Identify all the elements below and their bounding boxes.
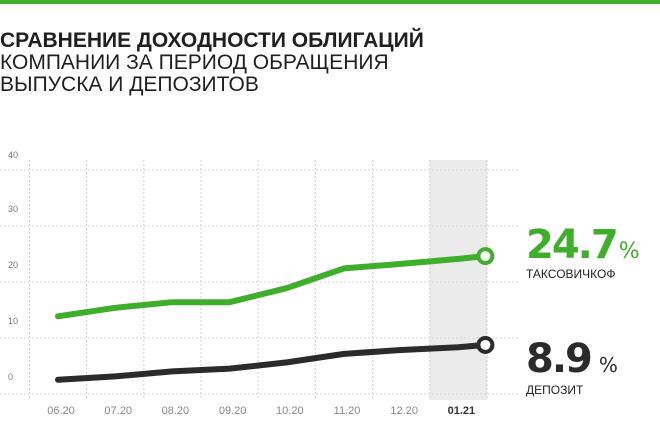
x-tick-label: 10.20	[276, 405, 304, 417]
series-endpoint-marker	[476, 247, 495, 266]
series-layer	[55, 247, 495, 383]
title-line-2: КОМПАНИИ ЗА ПЕРИОД ОБРАЩЕНИЯ	[0, 51, 389, 74]
series-end-value: 24.7%	[526, 222, 639, 268]
y-tick-label: 30	[8, 204, 18, 214]
chart-title: СРАВНЕНИЕ ДОХОДНОСТИ ОБЛИГАЦИЙ КОМПАНИИ …	[0, 30, 640, 96]
x-tick-label: 09.20	[219, 405, 247, 417]
series-line	[55, 341, 489, 383]
title-line-3: ВЫПУСКА И ДЕПОЗИТОВ	[0, 73, 259, 96]
series-endpoint-marker	[476, 335, 495, 354]
series-name-label: ТАКСОВИЧКОФ	[526, 267, 615, 281]
series-end-value: 8.9%	[526, 336, 617, 382]
y-tick-label: 0	[8, 372, 13, 382]
x-tick-label: 11.20	[334, 405, 361, 417]
series-line	[55, 253, 489, 320]
x-tick-label: 01.21	[448, 405, 476, 417]
x-tick-label: 07.20	[104, 405, 132, 417]
x-tick-label: 06.20	[47, 405, 75, 417]
x-tick-label: 08.20	[162, 405, 190, 417]
x-tick-label: 12.20	[390, 405, 418, 417]
top-accent-bar	[0, 0, 660, 4]
y-tick-label: 20	[8, 260, 18, 270]
series-end-value-number: 24.7	[526, 222, 617, 268]
series-end-value-number: 8.9	[526, 336, 591, 382]
highlight-column	[429, 160, 488, 400]
label-layer: 0 10 20 30 40 06.20 07.20 08.20 09.20 10.20 11.20 1…	[8, 150, 641, 417]
y-tick-label: 10	[8, 316, 18, 326]
y-tick-label: 40	[8, 150, 18, 160]
series-name-label: ДЕПОЗИТ	[526, 383, 584, 397]
series-end-value-unit: %	[599, 353, 617, 377]
series-end-value-unit: %	[619, 239, 639, 264]
title-line-1: СРАВНЕНИЕ ДОХОДНОСТИ ОБЛИГАЦИЙ	[0, 29, 424, 52]
